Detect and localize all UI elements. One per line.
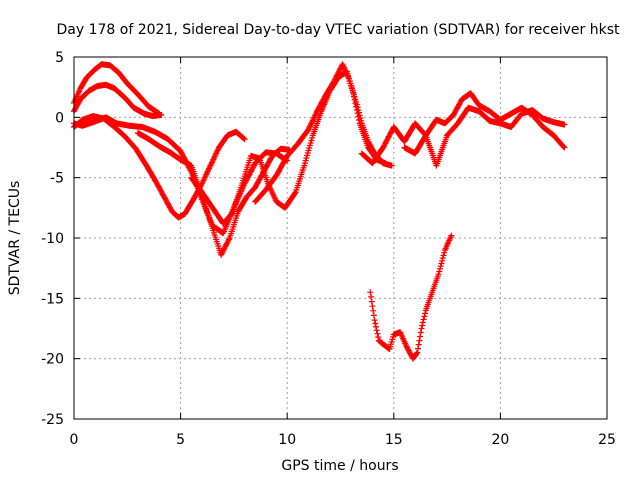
data-point-markers	[358, 90, 568, 167]
series-trace-a	[71, 81, 165, 120]
axis-ticks: 0 5 10 15 20 25 -25 -20 -15 -10 -5 0 5	[41, 50, 616, 448]
y-tick-label: -5	[50, 171, 64, 187]
series-trace-i	[401, 104, 568, 169]
y-axis-label: SDTVAR / TECUs	[7, 181, 23, 296]
y-tick-label: -20	[41, 352, 64, 368]
data-point-markers	[401, 104, 568, 169]
data-point-markers	[135, 130, 293, 258]
x-tick-label: 5	[176, 432, 185, 448]
series-trace-c	[71, 113, 248, 221]
y-tick-label: -25	[41, 412, 64, 428]
x-tick-label: 25	[598, 432, 616, 448]
data-point-markers	[71, 113, 248, 221]
y-tick-label: 5	[55, 50, 64, 66]
y-tick-label: -10	[41, 231, 64, 247]
series-trace-e	[135, 130, 293, 258]
y-tick-label: -15	[41, 291, 64, 307]
series-trace-h	[358, 90, 568, 167]
data-point-markers	[71, 81, 165, 120]
x-tick-label: 10	[278, 432, 296, 448]
x-tick-label: 20	[491, 432, 509, 448]
data-marks	[71, 61, 568, 362]
chart-title: Day 178 of 2021, Sidereal Day-to-day VTE…	[57, 22, 620, 38]
y-tick-label: 0	[55, 110, 64, 126]
x-axis-label: GPS time / hours	[281, 458, 398, 474]
data-point-markers	[252, 61, 395, 205]
x-tick-label: 0	[70, 432, 79, 448]
x-tick-label: 15	[385, 432, 403, 448]
data-point-markers	[367, 232, 455, 362]
series-trace-g	[252, 61, 395, 205]
series-trace-j	[367, 232, 455, 362]
